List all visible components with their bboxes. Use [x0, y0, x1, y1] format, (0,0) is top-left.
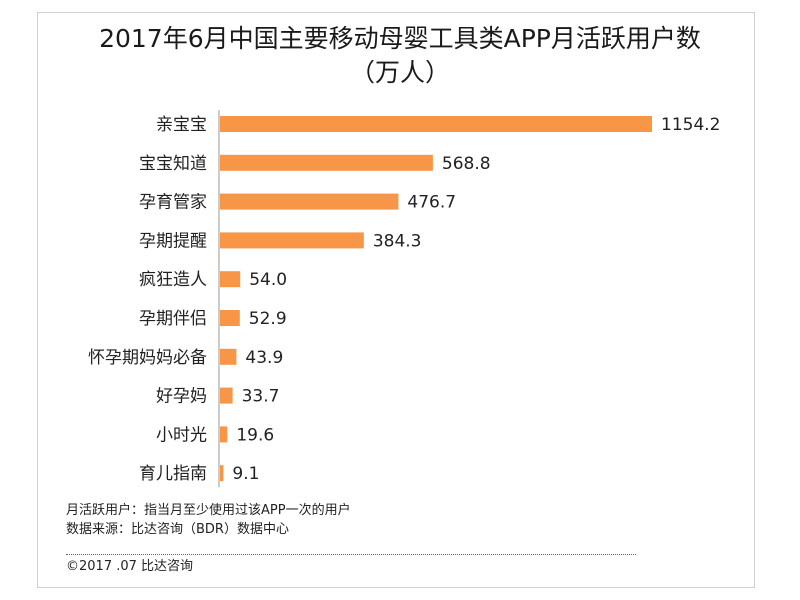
bar	[220, 426, 228, 443]
category-label: 育儿指南	[139, 464, 207, 484]
bar	[220, 193, 399, 210]
category-label: 孕期伴侣	[139, 309, 207, 329]
value-label: 476.7	[407, 193, 456, 213]
chart-title: 2017年6月中国主要移动母婴工具类APP月活跃用户数 （万人）	[0, 22, 800, 90]
category-label: 怀孕期妈妈必备	[88, 348, 207, 368]
footer-divider	[66, 554, 636, 555]
category-label: 好孕妈	[156, 387, 207, 407]
value-label: 384.3	[373, 231, 422, 251]
value-label: 43.9	[245, 348, 283, 368]
category-label: 孕期提醒	[139, 231, 207, 251]
bar	[220, 465, 224, 482]
category-label: 孕育管家	[139, 193, 207, 213]
value-label: 33.7	[242, 387, 280, 407]
value-label: 9.1	[232, 464, 259, 484]
bar	[220, 271, 241, 288]
category-label: 小时光	[156, 425, 207, 445]
footnote-definition: 月活跃用户：指当月至少使用过该APP一次的用户	[66, 503, 351, 518]
bar	[220, 310, 240, 326]
value-label: 54.0	[249, 270, 287, 290]
value-label: 568.8	[442, 154, 491, 174]
footnote-copyright: ©2017 .07 比达咨询	[66, 559, 194, 574]
bar	[220, 116, 652, 132]
footnote-source: 数据来源：比达咨询（BDR）数据中心	[66, 522, 289, 537]
category-label: 宝宝知道	[139, 154, 207, 174]
chart-frame	[37, 12, 755, 588]
chart-title-line1: 2017年6月中国主要移动母婴工具类APP月活跃用户数	[99, 24, 701, 53]
category-label: 疯狂造人	[139, 270, 207, 290]
value-label: 19.6	[236, 425, 274, 445]
chart-title-line2: （万人）	[349, 58, 450, 87]
value-label: 1154.2	[661, 115, 720, 135]
bar	[220, 348, 237, 365]
bar	[220, 232, 364, 249]
value-label: 52.9	[249, 309, 287, 329]
bar	[220, 387, 233, 404]
category-label: 亲宝宝	[156, 115, 207, 135]
bar	[220, 154, 433, 171]
